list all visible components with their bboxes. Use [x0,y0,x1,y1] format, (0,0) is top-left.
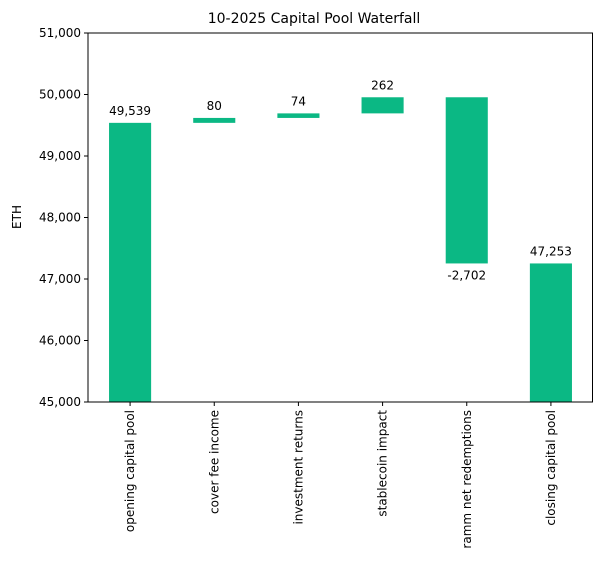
bar-1 [193,117,236,123]
x-tick-label: investment returns [291,410,305,525]
y-tick-label: 48,000 [39,211,81,225]
x-axis-ticks: opening capital pool cover fee income inve… [123,402,558,549]
bars-group [109,97,572,402]
bar-value-label: 80 [207,99,222,113]
x-tick-label: cover fee income [207,410,221,514]
x-tick-label: closing capital pool [544,410,558,526]
bar-4 [445,97,488,264]
plot-frame [87,32,593,403]
bar-5 [529,263,572,402]
bar-value-label: 47,253 [530,244,572,258]
chart-title: 10-2025 Capital Pool Waterfall [208,11,421,27]
y-tick-label: 46,000 [39,334,81,348]
x-tick-label: opening capital pool [123,410,137,532]
y-tick-label: 50,000 [39,88,81,102]
bar-value-label: 262 [371,78,394,92]
bar-value-label: 74 [291,94,306,108]
y-tick-label: 51,000 [39,26,81,40]
bar-value-label: 49,539 [109,104,151,118]
y-tick-label: 45,000 [39,395,81,409]
y-axis-ticks: 45,000 46,000 47,000 48,000 49,000 50,000 51,0… [39,26,88,409]
x-tick-label: ramm net redemptions [460,410,474,549]
y-tick-label: 47,000 [39,272,81,286]
y-axis-label: ETH [10,205,24,229]
x-tick-label: stablecoin impact [376,410,390,517]
bar-labels-group: 49,539 80 74 262 -2,702 47,253 [109,78,572,282]
bar-value-label: -2,702 [447,268,486,282]
bar-3 [361,97,404,114]
y-tick-label: 49,000 [39,149,81,163]
bar-0 [109,122,152,402]
bar-2 [277,113,320,118]
